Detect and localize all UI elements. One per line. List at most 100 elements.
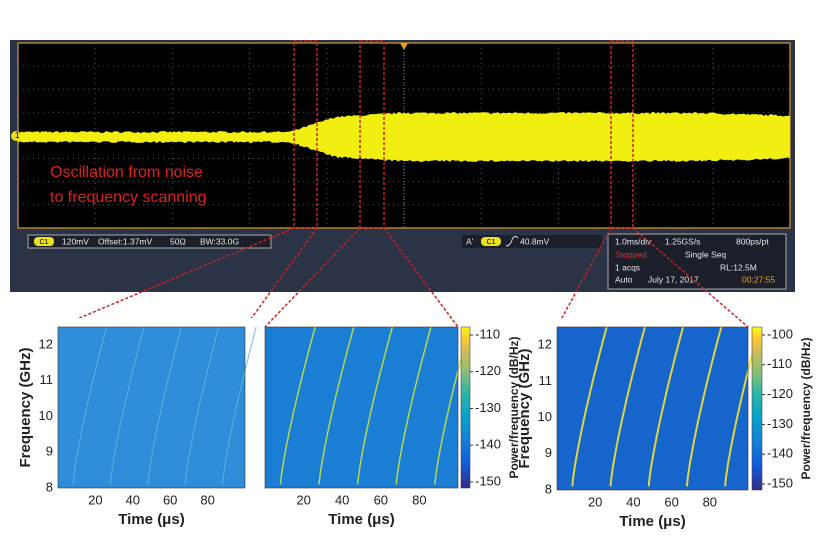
colorbar-tick-label: -150 [767, 475, 793, 490]
status-text: 120mV [62, 236, 89, 246]
y-tick-label: 8 [545, 481, 552, 496]
frequency-trace [147, 326, 182, 485]
colorbar-tick-label: -110 [767, 356, 792, 371]
zoom-line [244, 227, 318, 328]
zoom-line [556, 227, 612, 328]
status-text: Single Seq [685, 249, 726, 259]
zoom-box [359, 40, 385, 229]
x-axis-label: Time (μs) [328, 511, 394, 528]
status-text: Auto [615, 274, 633, 284]
status-text: A' [466, 236, 474, 246]
y-tick-label: 8 [46, 479, 53, 494]
colorbar-tick-label: -110 [475, 326, 500, 341]
y-tick-label: 11 [40, 372, 54, 387]
y-tick-label: 10 [538, 409, 552, 424]
frequency-trace [184, 326, 220, 485]
zoom-line [264, 227, 361, 328]
badge [34, 237, 54, 246]
y-tick-label: 12 [39, 336, 53, 351]
status-text: Stopped [615, 249, 647, 259]
trigger-marker [400, 43, 408, 50]
frequency-trace [395, 326, 432, 485]
status-text: 50Ω [170, 236, 186, 246]
frequency-trace [609, 326, 646, 487]
colorbar-tick-label: -140 [475, 437, 501, 452]
y-tick-label: 10 [39, 408, 53, 423]
status-text: 1 acqs [615, 262, 640, 272]
x-tick-label: 40 [626, 494, 640, 509]
plot-frame [264, 326, 459, 489]
colorbar [751, 326, 763, 491]
frequency-trace [109, 326, 145, 485]
colorbar-label: Power/frequency (dB/Hz) [507, 336, 521, 478]
x-tick-label: 80 [412, 492, 426, 507]
colorbar [460, 326, 471, 489]
x-tick-label: 80 [200, 492, 214, 507]
y-axis-label: Frequency (GHz) [516, 348, 533, 468]
x-tick-label: 40 [126, 492, 140, 507]
frequency-trace [318, 326, 355, 485]
zoom-line [383, 227, 459, 328]
zoom-markers [57, 40, 749, 328]
frequency-trace [356, 326, 394, 485]
spectrogram [58, 327, 245, 488]
colorbar-tick-label: -130 [475, 400, 501, 415]
x-axis-label: Time (μs) [619, 513, 685, 530]
colorbar-tick-label: -140 [767, 446, 793, 461]
x-tick-label: 20 [88, 492, 102, 507]
annotation: to frequency scanning [50, 189, 207, 206]
acquisition-box [607, 233, 787, 290]
y-tick-label: 9 [46, 444, 53, 459]
x-tick-label: 80 [703, 494, 717, 509]
frequency-trace [222, 326, 257, 485]
plot-frame [57, 326, 246, 489]
zoom-line [632, 227, 749, 328]
x-tick-label: 60 [163, 492, 177, 507]
colorbar-tick-label: -130 [767, 416, 793, 431]
plot-frame [556, 326, 749, 491]
badge-text: C1 [40, 239, 49, 246]
colorbar-label: Power/frequency (dB/Hz) [799, 337, 813, 479]
x-tick-label: 20 [296, 492, 310, 507]
status-text: 1.25GS/s [665, 236, 700, 246]
frequency-trace [647, 326, 685, 487]
status-text: RL:12.5M [720, 262, 757, 272]
channel-box [27, 234, 272, 249]
frequency-trace [571, 326, 608, 487]
colorbar-tick-label: -100 [767, 326, 793, 341]
status-text: 40.8mV [520, 236, 550, 246]
zoom-box [293, 40, 318, 229]
annotation: Oscillation from noise [50, 164, 203, 181]
status-text: 1.0ms/div [615, 236, 652, 246]
frequency-trace [685, 326, 723, 487]
y-tick-label: 12 [538, 337, 552, 352]
status-text: 800ps/pt [736, 236, 769, 246]
channel-marker: 1 [15, 131, 20, 140]
colorbar-tick-label: -120 [767, 386, 793, 401]
status-text: Offset:1.37mV [98, 236, 153, 246]
badge-text: C1 [487, 239, 496, 246]
frequency-trace [279, 326, 316, 485]
status-text: July 17, 2017 [648, 274, 699, 284]
x-axis-label: Time (μs) [118, 511, 184, 528]
signal-envelope [18, 112, 790, 162]
x-tick-label: 60 [374, 492, 388, 507]
badge [481, 237, 501, 246]
colorbar-tick-label: -150 [475, 473, 501, 488]
x-tick-label: 20 [588, 494, 602, 509]
status-text: BW:33.0G [200, 236, 239, 246]
x-tick-label: 40 [335, 492, 349, 507]
colorbar-tick-label: -120 [475, 363, 501, 378]
frequency-trace [72, 326, 108, 485]
y-axis-label: Frequency (GHz) [17, 347, 34, 467]
x-tick-label: 60 [664, 494, 678, 509]
y-tick-label: 9 [545, 445, 552, 460]
zoom-line [57, 227, 295, 328]
trigger-slope-icon [505, 235, 519, 247]
status-text: 00:27:55 [742, 274, 775, 284]
zoom-box [610, 40, 634, 229]
y-tick-label: 11 [539, 373, 553, 388]
channel-badge [11, 131, 21, 141]
